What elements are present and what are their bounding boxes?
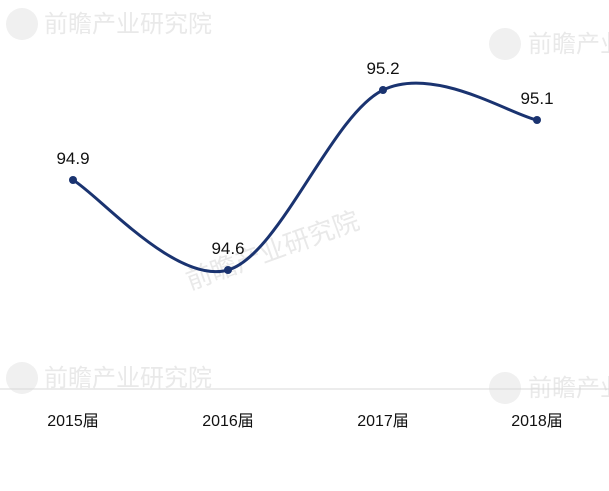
series-line-group: 94.9 94.6 95.2 95.1 xyxy=(56,59,554,274)
data-points xyxy=(69,86,541,274)
watermark-logo-icon xyxy=(6,8,521,404)
data-point xyxy=(69,176,77,184)
watermark-brand: 前瞻产业研究院 xyxy=(44,364,212,392)
x-tick-label: 2016届 xyxy=(202,413,254,430)
x-tick-label: 2015届 xyxy=(47,413,99,430)
series-line xyxy=(71,81,539,274)
data-labels: 94.9 94.6 95.2 95.1 xyxy=(56,59,553,258)
data-label: 94.9 xyxy=(56,149,89,168)
watermark-brand: 前瞻产业研究院 xyxy=(182,206,363,296)
watermark: 前瞻产业研究院 前瞻产业研究院 前瞻产业研究院 前瞻产业研究院 前瞻产业研究院 xyxy=(6,8,609,404)
data-label: 94.6 xyxy=(211,239,244,258)
data-label: 95.2 xyxy=(366,59,399,78)
watermark-brand: 前瞻产业研究院 xyxy=(528,30,609,58)
data-point xyxy=(379,86,387,94)
data-point xyxy=(533,116,541,124)
x-tick-label: 2017届 xyxy=(357,413,409,430)
data-label: 95.1 xyxy=(520,89,553,108)
x-tick-label: 2018届 xyxy=(511,413,563,430)
x-axis-ticks: 2015届 2016届 2017届 2018届 xyxy=(47,413,563,430)
watermark-brand: 前瞻产业研究院 xyxy=(44,10,212,38)
data-point xyxy=(224,266,232,274)
watermark-brand: 前瞻产业研究院 xyxy=(528,374,609,402)
